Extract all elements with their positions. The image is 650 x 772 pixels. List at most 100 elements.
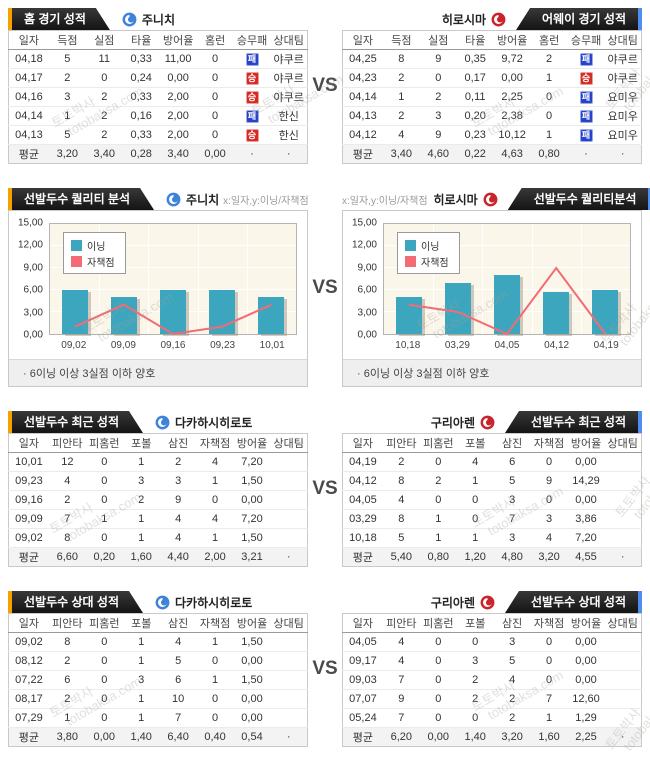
section-title: 홈 경기 성적	[12, 8, 110, 30]
section-title: 선발두수 퀄리티 분석	[12, 188, 154, 210]
pitcher-name: 다카하시히로토	[175, 595, 253, 610]
column-header: 일자	[342, 433, 383, 453]
table-row: 09,09 7 1 1 4 4 7,20	[8, 509, 308, 529]
average-row: 평균 3,80 0,00 1,40 6,40 0,40 0,54 ·	[8, 727, 308, 747]
home-record-box: 홈 경기 성적 주니치 일자 득점 실점 타율 방어율 홈런 승무패 상대팀 04,18 5 11 0…	[8, 8, 308, 164]
section-title: 선발두수 최근 성적	[505, 411, 638, 433]
column-header: 홈런	[530, 30, 568, 50]
result-badge-loss: 패	[245, 52, 259, 66]
column-header: 방어율	[159, 30, 197, 50]
table-row: 04,13 2 3 0,20 2,38 0 패 요미우	[342, 106, 642, 126]
table-row: 05,24 7 0 0 2 1 1,29	[342, 708, 642, 728]
box-header: 구리아렌 선발두수 상대 성적	[342, 591, 642, 613]
team-logo-icon	[166, 192, 181, 207]
table-row: 04,05 4 0 0 3 0 0,00	[342, 490, 642, 510]
innings-swatch-icon	[71, 239, 82, 251]
gridline	[482, 224, 484, 334]
innings-bar	[258, 297, 285, 334]
x-tick: 04,05	[494, 340, 520, 351]
innings-bar	[444, 282, 471, 334]
box-header: 홈 경기 성적 주니치	[8, 8, 308, 30]
column-header: 피홈런	[85, 613, 123, 633]
table-row: 08,17 2 0 1 10 0 0,00	[8, 689, 308, 709]
column-header: 피안타	[382, 433, 420, 453]
team-name: 히로시마	[433, 192, 478, 207]
column-header: 피홈런	[419, 613, 457, 633]
gridline	[246, 224, 248, 334]
table-row: 04,17 2 0 0,24 0,00 0 승 야쿠르	[8, 68, 308, 88]
average-row: 평균 3,40 4,60 0,22 4,63 0,80 · ·	[342, 144, 642, 164]
table-row: 07,07 9 0 2 2 7 12,60	[342, 689, 642, 709]
column-header: 피안타	[382, 613, 420, 633]
team-name: 주니치	[141, 12, 175, 27]
pitcher-versus-box-left: 선발두수 상대 성적 다카하시히로토 일자 피안타 피홈런 포볼 삼진 자책점 방어율 상대팀…	[8, 591, 308, 747]
innings-bar	[61, 290, 88, 334]
result-badge-win: 승	[245, 71, 259, 85]
y-axis: 0,00 3,00 6,00 9,00 12,00 15,00	[13, 218, 49, 341]
innings-bar	[543, 292, 570, 334]
y-tick: 9,00	[23, 262, 43, 274]
result-badge-loss: 패	[579, 90, 593, 104]
x-axis: 10,18 03,29 04,05 04,12 04,19	[383, 340, 631, 353]
table-row: 09,23 4 0 3 3 1 1,50	[8, 471, 308, 491]
section-title: 선발두수 퀄리티분석	[507, 188, 649, 210]
chart-container: 0,00 3,00 6,00 9,00 12,00 15,00 이닝 자책점 09,02 0…	[8, 210, 308, 387]
accent-bar	[8, 411, 12, 433]
plot-area: 이닝 자책점	[383, 223, 631, 335]
innings-bar	[395, 297, 422, 334]
vs-label: VS	[312, 478, 338, 499]
gridline	[50, 267, 296, 268]
accent-bar	[648, 188, 650, 210]
box-header: 선발두수 최근 성적 다카하시히로토	[8, 411, 308, 433]
column-header: 승무패	[567, 30, 605, 50]
innings-swatch-icon	[405, 239, 416, 251]
y-tick: 12,00	[351, 239, 377, 251]
column-header: 포볼	[122, 433, 160, 453]
team-logo-icon	[491, 12, 506, 27]
gridline	[148, 224, 150, 334]
box-header: x:일자,y:이닝/자책점 히로시마 선발두수 퀄리티분석	[342, 188, 650, 210]
header-row: 일자 피안타 피홈런 포볼 삼진 자책점 방어율 상대팀	[342, 433, 642, 453]
x-tick: 04,12	[544, 340, 570, 351]
column-header: 상대팀	[604, 433, 642, 453]
table-row: 04,23 2 0 0,17 0,00 1 승 야쿠르	[342, 68, 642, 88]
vs-label: VS	[312, 658, 338, 679]
table-row: 04,12 8 2 1 5 9 14,29	[342, 471, 642, 491]
average-row: 평균 6,60 0,20 1,60 4,40 2,00 3,21 ·	[8, 547, 308, 567]
section-game-record: 홈 경기 성적 주니치 일자 득점 실점 타율 방어율 홈런 승무패 상대팀 04,18 5 11 0…	[0, 8, 650, 164]
table-row: 04,18 5 11 0,33 11,00 0 패 야쿠르	[8, 49, 308, 69]
table-row: 04,25 8 9 0,35 9,72 2 패 야쿠르	[342, 49, 642, 69]
chart-note: · 6이닝 이상 3실점 이하 양호	[9, 359, 307, 386]
column-header: 실점	[85, 30, 123, 50]
team-logo-icon	[155, 595, 170, 610]
earned-runs-swatch-icon	[405, 255, 416, 267]
x-tick: 09,02	[61, 340, 87, 351]
legend-item-innings: 이닝	[71, 237, 115, 253]
gridline	[580, 224, 582, 334]
column-header: 상대팀	[604, 30, 642, 50]
stats-table: 일자 득점 실점 타율 방어율 홈런 승무패 상대팀 04,18 5 11 0,33 11,00 0 패 야쿠…	[8, 30, 308, 164]
column-header: 자책점	[530, 433, 568, 453]
team-logo-icon	[480, 415, 495, 430]
table-row: 10,18 5 1 1 3 4 7,20	[342, 528, 642, 548]
earned-runs-line	[50, 224, 296, 334]
average-row: 평균 6,20 0,00 1,40 3,20 1,60 2,25 ·	[342, 727, 642, 747]
axis-hint: x:일자,y:이닝/자책점	[223, 195, 309, 207]
gridline	[50, 289, 296, 290]
column-header: 방어율	[567, 613, 605, 633]
legend-item-earned-runs: 자책점	[405, 253, 449, 269]
team-logo-icon	[483, 192, 498, 207]
away-record-box: 히로시마 어웨이 경기 성적 일자 득점 실점 타율 방어율 홈런 승무패 상대팀 04,25 8…	[342, 8, 642, 164]
header-row: 일자 피안타 피홈런 포볼 삼진 자책점 방어율 상대팀	[8, 433, 308, 453]
table-row: 09,16 2 0 2 9 0 0,00	[8, 490, 308, 510]
stats-table: 일자 피안타 피홈런 포볼 삼진 자책점 방어율 상대팀 10,01 12 0 1 2 4 7,20 09,2…	[8, 433, 308, 567]
stats-table: 일자 피안타 피홈런 포볼 삼진 자책점 방어율 상대팀 09,02 8 0 1 4 1 1,50 08,12…	[8, 613, 308, 747]
accent-bar	[638, 411, 642, 433]
table-row: 09,17 4 0 3 5 0 0,00	[342, 651, 642, 671]
column-header: 삼진	[493, 433, 531, 453]
team-name: 히로시마	[441, 12, 487, 27]
quality-chart-box-right: x:일자,y:이닝/자책점 히로시마 선발두수 퀄리티분석 0,00 3,00 6,…	[342, 188, 650, 387]
innings-bar	[494, 275, 520, 334]
column-header: 삼진	[493, 613, 531, 633]
column-header: 삼진	[159, 613, 197, 633]
